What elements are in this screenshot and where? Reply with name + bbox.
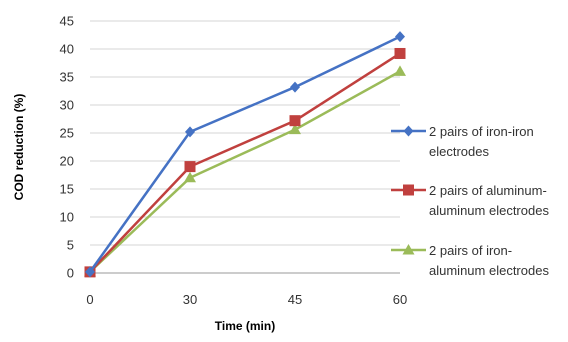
legend-label: electrodes xyxy=(429,144,489,159)
legend-marker xyxy=(403,184,414,196)
legend-label: 2 pairs of aluminum- xyxy=(429,183,547,198)
legend-marker xyxy=(402,244,415,255)
x-tick-label: 60 xyxy=(393,292,407,307)
data-point xyxy=(185,126,195,138)
y-tick-label: 30 xyxy=(60,98,74,113)
y-tick-label: 45 xyxy=(60,14,74,29)
data-point xyxy=(85,266,95,278)
y-tick-label: 10 xyxy=(60,210,74,225)
data-point xyxy=(395,31,405,43)
legend-label: 2 pairs of iron-iron xyxy=(429,124,534,139)
legend-item-2: 2 pairs of aluminum-aluminum electrodes xyxy=(391,183,549,218)
series-line xyxy=(89,52,401,273)
y-tick-label: 35 xyxy=(60,70,74,85)
series-line xyxy=(88,35,401,273)
y-tick-label: 0 xyxy=(67,266,74,281)
x-tick-label: 0 xyxy=(86,292,93,307)
data-point xyxy=(394,47,406,59)
data-point xyxy=(290,81,300,93)
y-tick-label: 25 xyxy=(60,126,74,141)
y-tick-label: 5 xyxy=(67,238,74,253)
legend-label: aluminum electrodes xyxy=(429,263,549,278)
gridlines xyxy=(90,20,400,246)
series-2 xyxy=(84,47,406,278)
legend-marker xyxy=(403,125,414,137)
y-tick-label: 40 xyxy=(60,42,74,57)
series-line xyxy=(89,70,401,273)
y-axis-ticks: 0 5 10 15 20 25 30 35 40 45 xyxy=(60,14,74,281)
legend-label: 2 pairs of iron- xyxy=(429,243,512,258)
data-point xyxy=(184,171,196,183)
x-tick-label: 30 xyxy=(183,292,197,307)
y-axis-title: COD reduction (%) xyxy=(12,94,26,201)
x-tick-label: 45 xyxy=(288,292,302,307)
data-point xyxy=(184,161,196,173)
legend-label: aluminum electrodes xyxy=(429,203,549,218)
data-point xyxy=(289,115,301,127)
data-point xyxy=(394,65,406,76)
legend-item-3: 2 pairs of iron-aluminum electrodes xyxy=(391,243,549,278)
series-layer xyxy=(84,31,406,278)
legend-item-1: 2 pairs of iron-iron electrodes xyxy=(391,124,534,159)
x-axis-title: Time (min) xyxy=(215,319,275,333)
data-point xyxy=(289,123,301,135)
y-tick-label: 20 xyxy=(60,154,74,169)
series-1 xyxy=(85,31,405,278)
x-axis-ticks: 0 30 45 60 xyxy=(86,292,407,307)
y-tick-label: 15 xyxy=(60,182,74,197)
